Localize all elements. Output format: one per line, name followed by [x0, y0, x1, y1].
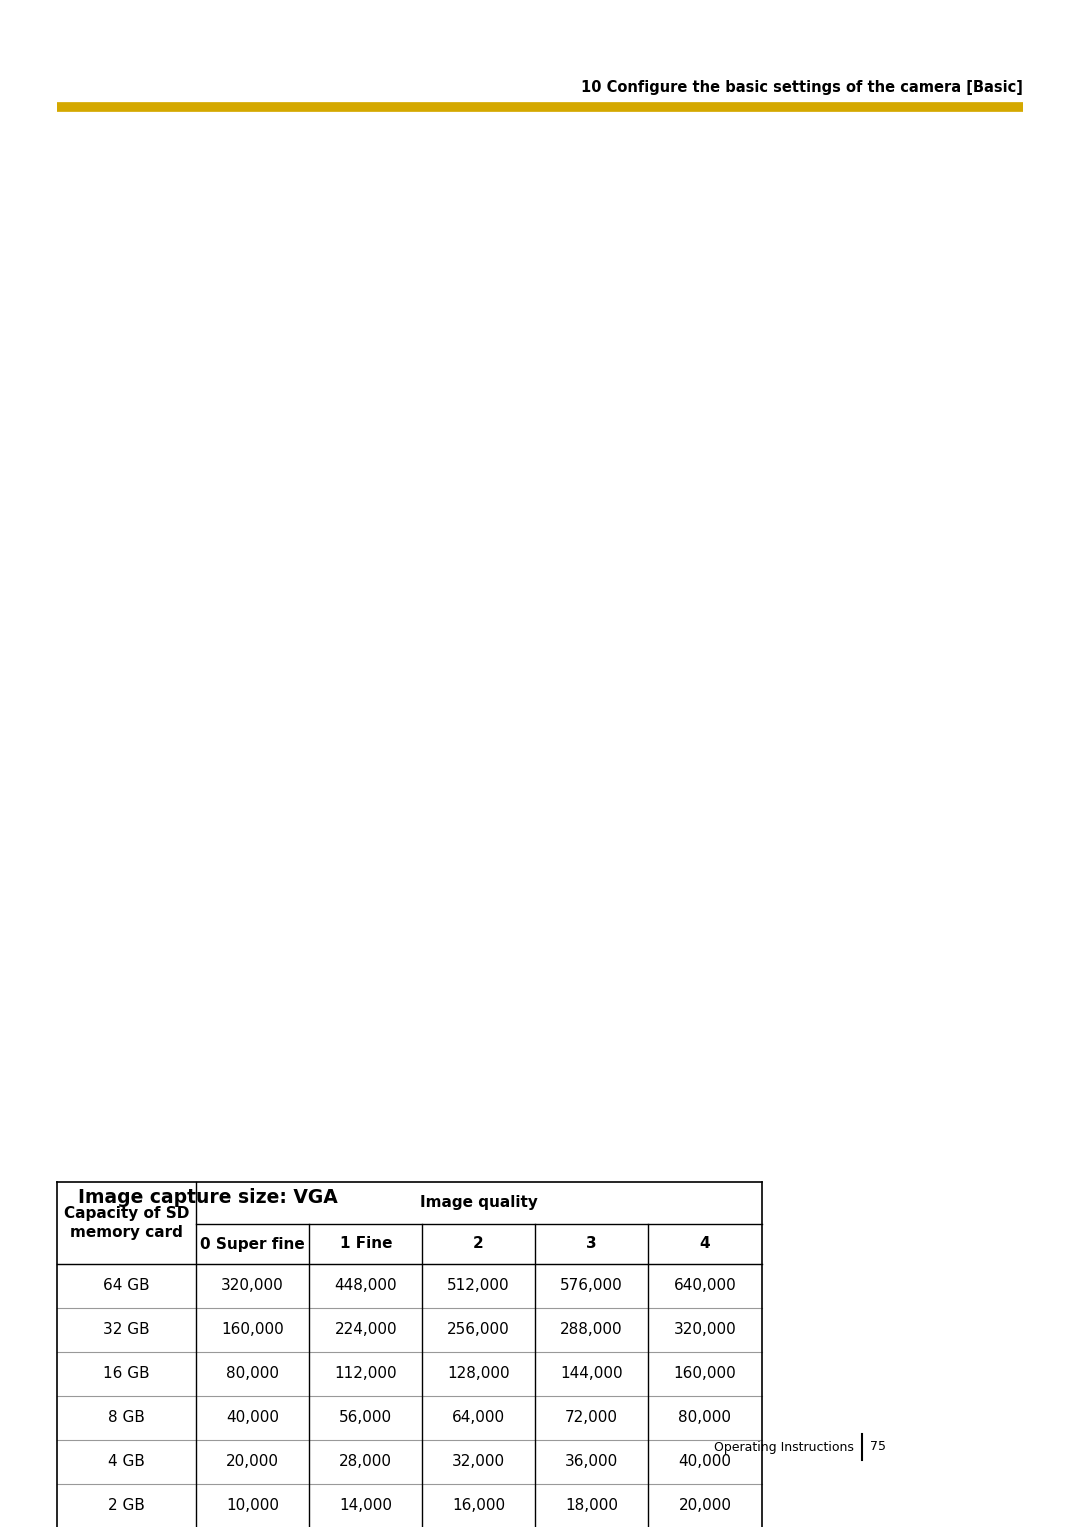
Text: 75: 75 [870, 1440, 886, 1454]
Text: 160,000: 160,000 [221, 1322, 284, 1338]
Text: 256,000: 256,000 [447, 1322, 510, 1338]
Text: 512,000: 512,000 [447, 1278, 510, 1293]
Text: 56,000: 56,000 [339, 1411, 392, 1426]
Text: 144,000: 144,000 [561, 1367, 623, 1382]
Text: 80,000: 80,000 [226, 1367, 279, 1382]
Text: 20,000: 20,000 [226, 1455, 279, 1469]
Text: Image quality: Image quality [420, 1196, 538, 1211]
Text: 28,000: 28,000 [339, 1455, 392, 1469]
Text: 40,000: 40,000 [226, 1411, 279, 1426]
Text: 32 GB: 32 GB [103, 1322, 150, 1338]
Text: 16,000: 16,000 [453, 1498, 505, 1513]
Text: 224,000: 224,000 [335, 1322, 397, 1338]
Text: 448,000: 448,000 [335, 1278, 397, 1293]
Text: 80,000: 80,000 [678, 1411, 731, 1426]
Text: Image capture size: VGA: Image capture size: VGA [78, 1188, 338, 1206]
Text: 128,000: 128,000 [447, 1367, 510, 1382]
Text: 2: 2 [473, 1237, 484, 1252]
Text: 40,000: 40,000 [678, 1455, 731, 1469]
Text: 320,000: 320,000 [674, 1322, 737, 1338]
Text: Operating Instructions: Operating Instructions [714, 1440, 854, 1454]
Text: 10,000: 10,000 [226, 1498, 279, 1513]
Text: 32,000: 32,000 [453, 1455, 505, 1469]
Text: 288,000: 288,000 [561, 1322, 623, 1338]
Text: 1 Fine: 1 Fine [339, 1237, 392, 1252]
Text: 36,000: 36,000 [565, 1455, 618, 1469]
Text: 576,000: 576,000 [561, 1278, 623, 1293]
Text: 8 GB: 8 GB [108, 1411, 145, 1426]
Text: 160,000: 160,000 [674, 1367, 737, 1382]
Text: 14,000: 14,000 [339, 1498, 392, 1513]
Text: 3: 3 [586, 1237, 597, 1252]
Text: 0 Super fine: 0 Super fine [200, 1237, 305, 1252]
Bar [57, 1182, 762, 1527]
Text: 4 GB: 4 GB [108, 1455, 145, 1469]
Text: 112,000: 112,000 [335, 1367, 397, 1382]
Text: 20,000: 20,000 [678, 1498, 731, 1513]
Text: 16 GB: 16 GB [103, 1367, 150, 1382]
Text: 10 Configure the basic settings of the camera [Basic]: 10 Configure the basic settings of the c… [581, 79, 1023, 95]
Text: 4: 4 [700, 1237, 711, 1252]
Text: 18,000: 18,000 [565, 1498, 618, 1513]
Text: Capacity of SD
memory card: Capacity of SD memory card [64, 1206, 189, 1240]
Text: 72,000: 72,000 [565, 1411, 618, 1426]
Text: 64,000: 64,000 [453, 1411, 505, 1426]
Text: 320,000: 320,000 [221, 1278, 284, 1293]
Text: 2 GB: 2 GB [108, 1498, 145, 1513]
Text: 640,000: 640,000 [674, 1278, 737, 1293]
Text: 64 GB: 64 GB [103, 1278, 150, 1293]
